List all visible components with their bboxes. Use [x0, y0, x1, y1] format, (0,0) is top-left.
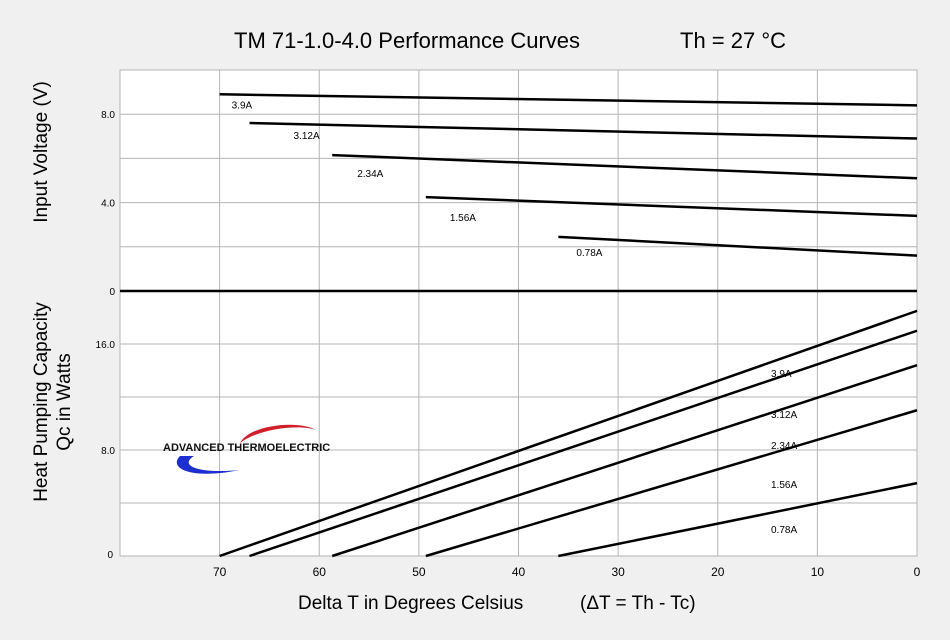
chart-condition: Th = 27 °C — [680, 28, 786, 53]
voltage-curve-label: 1.56A — [450, 213, 476, 224]
x-axis-title: Delta T in Degrees Celsius — [298, 593, 523, 614]
heat-pumping-curve-label: 0.78A — [771, 525, 797, 536]
heat-pumping-curve-label: 1.56A — [771, 480, 797, 491]
voltage-curve-3.12A — [249, 121, 918, 140]
voltage-curve-label: 3.12A — [294, 131, 320, 142]
logo-blue-swoosh — [176, 456, 240, 474]
heat-pumping-curve-3.12A — [249, 329, 918, 558]
heat-pumping-curve-label: 2.34A — [771, 441, 797, 452]
lower-y-tick-label: 16.0 — [96, 340, 116, 351]
upper-y-tick-label: 8.0 — [101, 110, 115, 121]
x-tick-label: 20 — [711, 565, 725, 579]
voltage-curve-1.56A — [425, 195, 918, 218]
series-lines — [219, 93, 918, 558]
voltage-curve-label: 2.34A — [357, 169, 383, 180]
advanced-thermoelectric-logo: ADVANCED THERMOELECTRIC — [163, 424, 330, 474]
x-tick-label: 60 — [313, 565, 327, 579]
x-tick-label: 30 — [611, 565, 625, 579]
chart-title: TM 71-1.0-4.0 Performance Curves — [234, 28, 580, 53]
heat-pumping-curve-0.78A — [558, 481, 918, 558]
heat-pumping-curve-label: 3.12A — [771, 410, 797, 421]
voltage-curve-3.9A — [219, 93, 918, 107]
x-axis-formula: (ΔT = Th - Tc) — [580, 593, 696, 614]
x-tick-label: 0 — [914, 565, 921, 579]
axis-labels: 3.9A 3.12A 2.34A 1.56A 0.78A 3.9A 3.12A 2.34A 1.… — [96, 100, 921, 579]
grid — [120, 70, 917, 556]
x-tick-label: 40 — [512, 565, 526, 579]
voltage-curve-label: 0.78A — [576, 248, 602, 259]
heat-pumping-curve-2.34A — [331, 364, 918, 558]
heat-pumping-curve-1.56A — [425, 409, 918, 558]
upper-y-tick-label: 4.0 — [101, 199, 115, 210]
voltage-curve-2.34A — [332, 153, 918, 180]
logo-text: ADVANCED THERMOELECTRIC — [163, 442, 330, 454]
upper-y-tick-label: 0 — [109, 287, 115, 298]
lower-y-axis-title-units: Qc in Watts — [54, 353, 75, 450]
x-tick-label: 50 — [412, 565, 426, 579]
upper-y-axis-title: Input Voltage (V) — [31, 81, 52, 223]
x-tick-label: 10 — [811, 565, 825, 579]
heat-pumping-curve-3.9A — [219, 309, 918, 558]
x-tick-label: 70 — [213, 565, 227, 579]
logo-red-swoosh — [240, 424, 316, 443]
voltage-curve-0.78A — [558, 235, 918, 257]
voltage-curve-label: 3.9A — [232, 100, 253, 111]
heat-pumping-curve-label: 3.9A — [771, 369, 792, 380]
lower-y-axis-title: Heat Pumping Capacity — [31, 302, 52, 502]
lower-y-tick-label: 0 — [107, 550, 113, 561]
lower-y-tick-label: 8.0 — [101, 446, 115, 457]
